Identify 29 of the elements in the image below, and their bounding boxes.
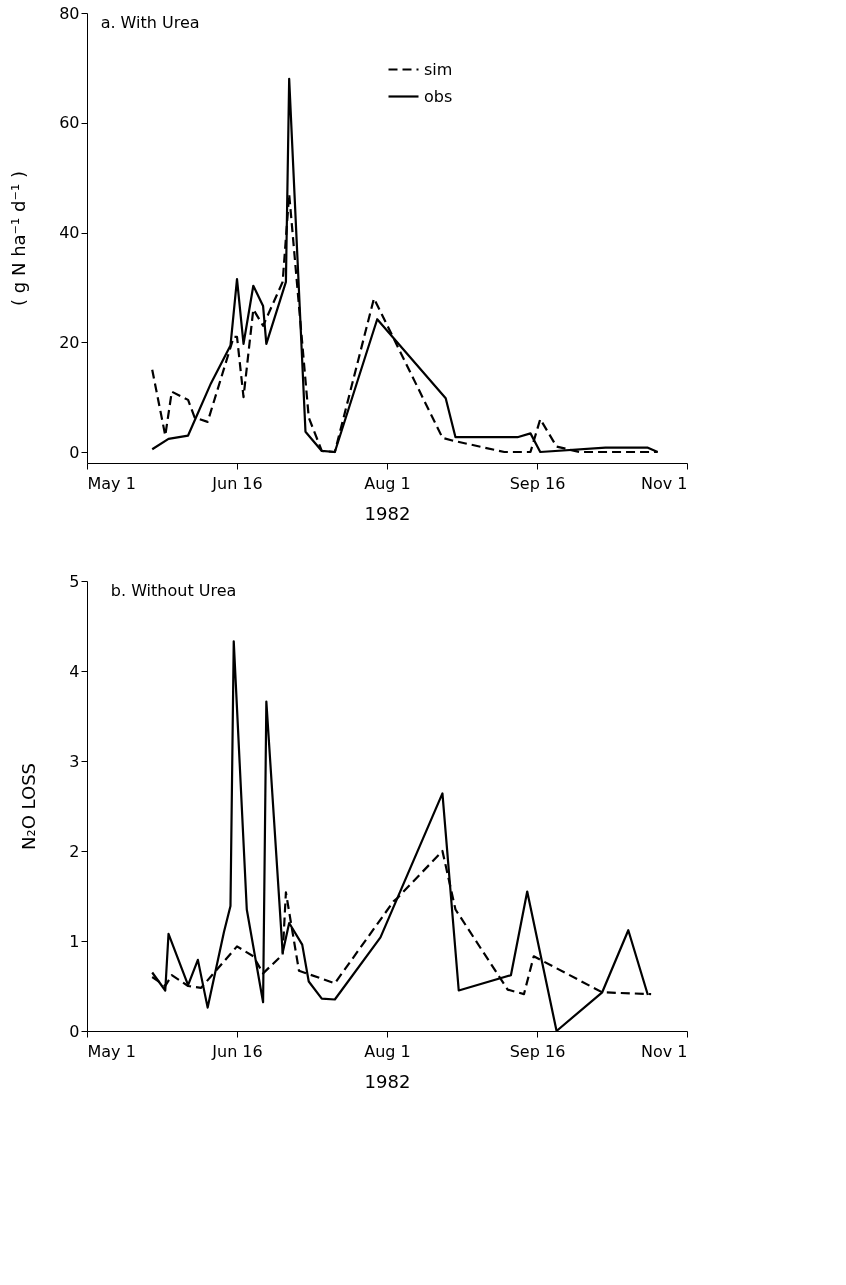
x-axis-title: 1982 (364, 1070, 411, 1092)
y-tick-label: 0 (69, 1021, 80, 1041)
y-axis-title: ( g N ha⁻¹ d⁻¹ ) (8, 171, 30, 306)
y-axis-title: N₂O LOSS (18, 763, 40, 850)
legend-label: obs (424, 86, 453, 106)
y-tick-label: 80 (59, 3, 80, 23)
x-tick-label: May 1 (87, 1041, 136, 1061)
y-tick-label: 5 (69, 571, 80, 591)
y-tick-label: 0 (69, 442, 80, 462)
x-tick-label: May 1 (87, 473, 136, 493)
y-tick-label: 4 (69, 661, 80, 681)
x-tick-label: Aug 1 (364, 1041, 411, 1061)
x-tick-label: Nov 1 (641, 1041, 688, 1061)
x-tick-label: Sep 16 (509, 1041, 566, 1061)
y-tick-label: 60 (59, 113, 80, 133)
legend-label: sim (424, 59, 453, 79)
x-axis-title: 1982 (364, 502, 411, 524)
chart-title: a. With Urea (100, 13, 200, 32)
chart-title: b. Without Urea (110, 581, 237, 600)
x-tick-label: Sep 16 (509, 473, 566, 493)
x-tick-label: Jun 16 (211, 473, 263, 493)
x-tick-label: Aug 1 (364, 473, 411, 493)
y-tick-label: 2 (69, 841, 80, 861)
y-tick-label: 40 (59, 223, 80, 243)
y-tick-label: 20 (59, 332, 80, 352)
y-tick-label: 3 (69, 751, 80, 771)
y-tick-label: 1 (69, 931, 80, 951)
x-tick-label: Jun 16 (211, 1041, 263, 1061)
x-tick-label: Nov 1 (641, 473, 688, 493)
